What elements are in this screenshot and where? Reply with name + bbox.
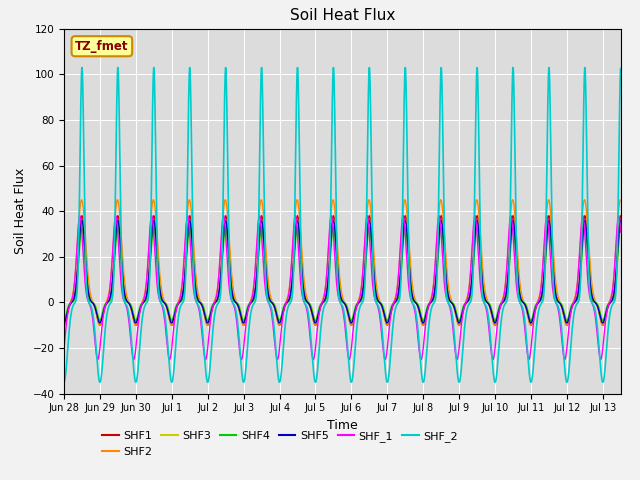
SHF4 [617, 224, 625, 230]
SHF_2 [184, 157, 191, 163]
SHF3 [602, 314, 609, 320]
Line: SHF_2: SHF_2 [64, 68, 621, 382]
SHF3 [61, 320, 68, 326]
SHF2 [78, 197, 86, 203]
SHF5 [365, 217, 373, 223]
Y-axis label: Soil Heat Flux: Soil Heat Flux [14, 168, 27, 254]
SHF4 [420, 316, 428, 322]
SHF4 [428, 299, 436, 305]
SHF1 [234, 303, 242, 309]
SHF5 [617, 217, 625, 223]
SHF4 [78, 224, 86, 230]
SHF_1 [428, 293, 436, 299]
SHF1 [601, 317, 609, 323]
SHF3 [420, 319, 428, 325]
SHF5 [420, 318, 428, 324]
SHF_2 [564, 372, 572, 377]
SHF1 [617, 213, 625, 219]
SHF1 [60, 322, 68, 328]
SHF1 [78, 213, 86, 219]
SHF5 [383, 320, 391, 326]
SHF_2 [428, 304, 436, 310]
SHF4 [565, 313, 573, 319]
SHF5 [60, 320, 68, 326]
SHF_2 [617, 66, 625, 72]
SHF_1 [602, 321, 609, 327]
Text: TZ_fmet: TZ_fmet [75, 40, 129, 53]
SHF2 [234, 304, 242, 310]
SHF4 [96, 318, 104, 324]
Legend: SHF1, SHF2, SHF3, SHF4, SHF5, SHF_1, SHF_2: SHF1, SHF2, SHF3, SHF4, SHF5, SHF_1, SHF… [97, 427, 462, 461]
SHF_2 [601, 366, 609, 372]
SHF_2 [60, 379, 68, 385]
SHF3 [428, 299, 436, 304]
SHF2 [617, 197, 625, 203]
SHF_1 [617, 229, 625, 235]
SHF_2 [234, 324, 242, 329]
SHF4 [234, 301, 242, 307]
SHF3 [565, 317, 573, 323]
SHF1 [564, 319, 572, 325]
Line: SHF5: SHF5 [64, 220, 621, 323]
SHF5 [234, 302, 242, 308]
SHF2 [420, 320, 428, 325]
SHF3 [60, 320, 68, 325]
SHF_1 [184, 214, 192, 219]
SHF1 [428, 299, 436, 304]
SHF2 [96, 322, 104, 328]
SHF3 [234, 301, 242, 307]
Line: SHF3: SHF3 [64, 220, 621, 323]
X-axis label: Time: Time [327, 419, 358, 432]
SHF_1 [565, 326, 573, 332]
SHF3 [184, 234, 192, 240]
SHF5 [565, 316, 573, 322]
SHF_1 [94, 357, 102, 362]
SHF_1 [234, 334, 242, 340]
Line: SHF4: SHF4 [64, 227, 621, 321]
SHF2 [184, 204, 192, 209]
Title: Soil Heat Flux: Soil Heat Flux [290, 9, 395, 24]
Line: SHF1: SHF1 [64, 216, 621, 325]
SHF1 [184, 228, 191, 233]
Line: SHF2: SHF2 [64, 200, 621, 325]
SHF5 [602, 314, 609, 320]
SHF2 [602, 314, 609, 320]
SHF4 [60, 318, 68, 324]
SHF_1 [420, 334, 428, 340]
SHF_2 [420, 377, 428, 383]
SHF5 [184, 232, 191, 238]
SHF_2 [78, 65, 86, 71]
SHF_1 [76, 213, 84, 219]
SHF5 [428, 298, 436, 304]
SHF4 [184, 235, 192, 241]
Line: SHF_1: SHF_1 [64, 216, 621, 360]
SHF1 [420, 321, 428, 327]
SHF2 [428, 291, 436, 297]
SHF_1 [60, 345, 68, 351]
SHF4 [602, 311, 609, 316]
SHF3 [79, 217, 86, 223]
SHF2 [60, 322, 68, 328]
SHF3 [617, 218, 625, 224]
SHF2 [565, 317, 573, 323]
